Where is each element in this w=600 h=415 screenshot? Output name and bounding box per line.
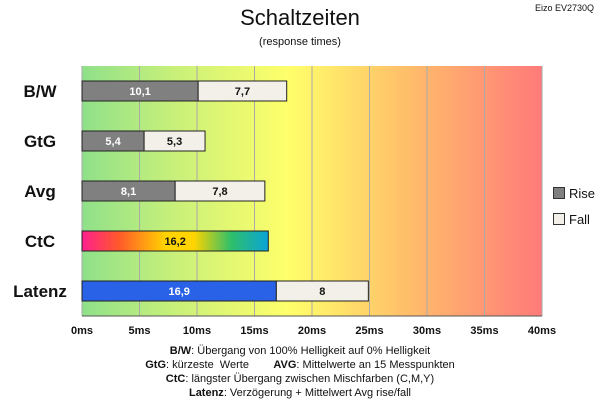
x-tick-label: 15ms: [240, 325, 268, 337]
bar-fall-label: 5,3: [167, 136, 182, 148]
x-tick-label: 5ms: [128, 325, 150, 337]
bar-fall: [275, 280, 369, 302]
x-tick-label: 35ms: [470, 325, 498, 337]
bar-fall: [174, 180, 266, 202]
chart-title: Schaltzeiten: [240, 5, 360, 30]
notes: B/W: Übergang von 100% Helligkeit auf 0%…: [0, 344, 600, 400]
bar-fall: [143, 130, 206, 152]
category-label: Avg: [24, 182, 56, 201]
legend-swatch-fall: [553, 213, 565, 225]
category-label: Latenz: [13, 282, 67, 301]
legend: Rise Fall: [553, 180, 595, 232]
note-ctc: CtC: längster Übergang zwischen Mischfar…: [165, 373, 435, 385]
note-bw: B/W: Übergang von 100% Helligkeit auf 0%…: [169, 345, 431, 357]
x-tick-label: 10ms: [183, 325, 211, 337]
legend-label-fall: Fall: [569, 211, 590, 227]
category-labels: B/W GtG Avg CtC Latenz: [13, 82, 67, 301]
legend-swatch-rise: [553, 187, 565, 199]
legend-item-rise: Rise: [553, 180, 595, 206]
x-tick-label: 0ms: [71, 325, 93, 337]
x-tick-label: 20ms: [298, 325, 326, 337]
category-label: CtC: [25, 232, 55, 251]
x-tick-label: 30ms: [413, 325, 441, 337]
bar-rise-label: 16,2: [164, 236, 185, 248]
bar-rise-label: 8,1: [121, 186, 136, 198]
x-tick-label: 40ms: [528, 325, 556, 337]
category-label: B/W: [23, 82, 57, 101]
bar-fall: [197, 80, 288, 102]
note-gtg-avg: GtG: kürzeste Werte AVG: Mittelwerte an …: [145, 359, 455, 371]
note-latenz: Latenz: Verzögerung + Mittelwert Avg ris…: [188, 387, 412, 399]
monitor-label: Eizo EV2730Q: [534, 3, 594, 13]
legend-label-rise: Rise: [569, 185, 596, 201]
x-tick-labels: 0ms 5ms 10ms 15ms 20ms 25ms 30ms 35ms 40ms: [71, 325, 556, 337]
bar-fall-label: 8: [319, 286, 325, 298]
bar-rise-label: 10,1: [129, 86, 150, 98]
category-label: GtG: [24, 132, 56, 151]
bar-rise: [81, 230, 269, 252]
chart-subtitle: (response times): [259, 36, 341, 48]
bar-rise-label: 16,9: [168, 286, 189, 298]
bar-rise-label: 5,4: [105, 136, 121, 148]
grid-lines: [81, 66, 543, 317]
bar-fall-label: 7,8: [212, 186, 227, 198]
bar-fall-label: 7,7: [235, 86, 250, 98]
legend-item-fall: Fall: [553, 206, 595, 232]
bars: 10,1 7,7 5,4 5,3 8,1 7,8 16,2 16,9 8: [81, 80, 369, 302]
response-time-chart: 10,1 7,7 5,4 5,3 8,1 7,8 16,2 16,9 8 B/W GtG Avg Ct…: [13, 66, 556, 337]
x-tick-label: 25ms: [355, 325, 383, 337]
